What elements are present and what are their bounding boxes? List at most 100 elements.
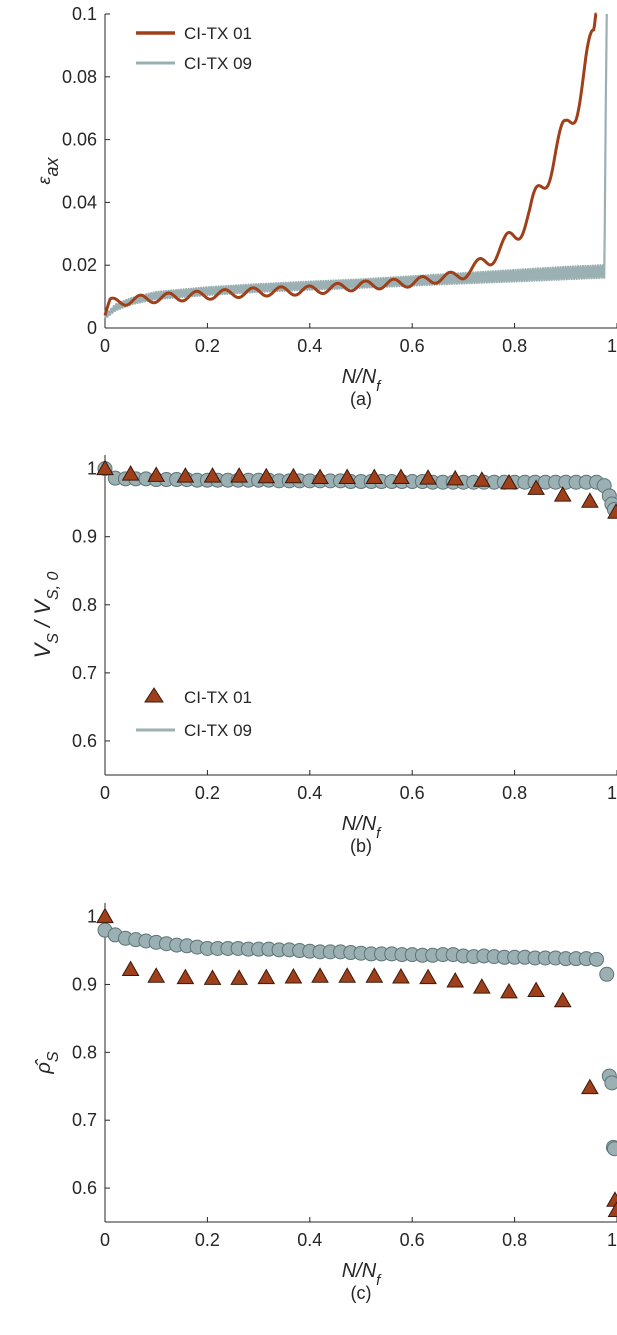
x-tick-label: 0.8 — [502, 783, 527, 803]
data-point-ci-tx-09 — [604, 1075, 617, 1091]
data-point-ci-tx-01 — [392, 468, 410, 484]
y-axis-label: εax — [34, 157, 62, 185]
y-tick-label: 0.7 — [72, 663, 97, 683]
data-point-ci-tx-01 — [257, 467, 276, 484]
series-ci-tx-09-band — [103, 13, 608, 319]
data-point-ci-tx-01 — [176, 968, 195, 985]
y-tick-label: 0.7 — [72, 1110, 97, 1130]
x-tick-label: 0.8 — [502, 1230, 527, 1250]
x-axis-label-sub: f — [376, 825, 382, 842]
panel-caption: (c) — [351, 1283, 372, 1303]
data-point-ci-tx-01 — [553, 486, 572, 502]
y-tick-label: 0.9 — [72, 974, 97, 994]
y-tick-label: 0.9 — [72, 527, 97, 547]
data-point-ci-tx-01 — [392, 967, 410, 984]
y-axis-label-part: V — [30, 641, 55, 658]
data-point-ci-tx-01 — [257, 968, 276, 985]
panel-a: 0 0.2 0.4 0.6 0.8 100.020.040.060.080.1N/Nf(a… — [34, 4, 617, 409]
x-tick-label: 0.4 — [297, 783, 322, 803]
data-point-ci-tx-01 — [527, 479, 545, 495]
legend: CI-TX 01 CI-TX 09 — [136, 687, 252, 740]
data-point-ci-tx-01 — [581, 1078, 599, 1095]
series-ci-tx-01-line — [103, 12, 598, 316]
panel-caption: (a) — [350, 389, 372, 409]
data-point-ci-tx-01 — [284, 467, 303, 484]
x-axis-label-sub: f — [376, 378, 382, 395]
x-tick-label: 1 — [607, 336, 617, 356]
y-tick-label: 0.06 — [62, 130, 97, 150]
y-tick-label: 0.02 — [62, 255, 97, 275]
data-point-ci-tx-01 — [446, 469, 465, 486]
data-point-ci-tx-09 — [599, 966, 615, 982]
data-point-ci-tx-01 — [365, 468, 384, 484]
data-point-ci-tx-01 — [147, 466, 166, 482]
data-point-ci-tx-09 — [589, 951, 605, 967]
panel-c: 0 0.2 0.4 0.6 0.8 10.60.70.80.91N/Nf(c)ρ̂S — [33, 903, 617, 1303]
data-point-ci-tx-01 — [176, 467, 195, 483]
data-point-ci-tx-01 — [527, 981, 545, 998]
data-point-ci-tx-01 — [203, 467, 222, 483]
panel-b: 0 0.2 0.4 0.6 0.8 10.60.70.80.91N/Nf(b)VS / V… — [30, 455, 617, 856]
y-tick-label: 0.04 — [62, 192, 97, 212]
x-axis-label-sub: f — [376, 1272, 382, 1289]
data-point-ci-tx-01 — [338, 967, 357, 983]
legend-label-ci-tx-09: CI-TX 09 — [184, 54, 252, 73]
data-point-ci-tx-01 — [553, 991, 572, 1008]
x-tick-label: 0.6 — [400, 336, 425, 356]
data-point-ci-tx-01 — [230, 467, 249, 483]
y-tick-label: 0.8 — [72, 1042, 97, 1062]
data-point-ci-tx-01 — [472, 471, 491, 487]
y-axis-label-main: ρ̂ — [33, 1058, 55, 1074]
series-ci-tx-09-line — [103, 13, 608, 319]
y-axis-label-sub: ax — [42, 157, 62, 177]
data-point-ci-tx-01 — [121, 960, 140, 977]
panel-caption: (b) — [350, 836, 372, 856]
data-point-ci-tx-01 — [147, 967, 166, 983]
x-tick-label: 0 — [100, 336, 110, 356]
data-point-ci-tx-01 — [419, 968, 437, 985]
x-tick-label: 0 — [100, 1230, 110, 1250]
x-tick-label: 0.6 — [400, 783, 425, 803]
y-tick-label: 0 — [87, 318, 97, 338]
data-point-ci-tx-01 — [446, 972, 465, 988]
data-point-ci-tx-01 — [203, 969, 222, 985]
x-tick-label: 0.6 — [400, 1230, 425, 1250]
x-tick-label: 0.2 — [195, 1230, 220, 1250]
legend-label-ci-tx-01: CI-TX 01 — [184, 688, 252, 707]
y-axis-label: ρ̂S — [33, 1051, 62, 1074]
legend: CI-TX 01 CI-TX 09 — [136, 24, 252, 73]
y-tick-label: 0.8 — [72, 595, 97, 615]
series-ci-tx-09-markers — [97, 922, 617, 1157]
y-tick-label: 1 — [87, 459, 97, 479]
data-point-ci-tx-01 — [607, 503, 617, 519]
legend-swatch-ci-tx-01 — [144, 687, 164, 703]
data-point-ci-tx-09 — [606, 1141, 617, 1157]
y-axis-label-part: / V — [30, 598, 55, 633]
x-tick-label: 0 — [100, 783, 110, 803]
data-point-ci-tx-01 — [311, 967, 329, 983]
y-axis-label-part: S, 0 — [45, 571, 62, 600]
data-point-ci-tx-01 — [472, 978, 491, 994]
y-tick-label: 0.6 — [72, 1178, 97, 1198]
x-tick-label: 0.8 — [502, 336, 527, 356]
y-tick-label: 0.6 — [72, 731, 97, 751]
data-point-ci-tx-01 — [311, 468, 329, 484]
series-ci-tx-01-markers — [96, 907, 617, 1217]
data-point-ci-tx-01 — [230, 969, 249, 985]
y-tick-label: 0.08 — [62, 67, 97, 87]
data-point-ci-tx-01 — [121, 465, 140, 481]
x-tick-label: 0.2 — [195, 783, 220, 803]
legend-label-ci-tx-09: CI-TX 09 — [184, 721, 252, 740]
data-point-ci-tx-01 — [607, 1201, 617, 1217]
y-tick-label: 0.1 — [72, 4, 97, 24]
data-point-ci-tx-01 — [500, 473, 518, 490]
x-tick-label: 1 — [607, 783, 617, 803]
y-axis-label-part: S — [45, 633, 62, 644]
x-tick-label: 1 — [607, 1230, 617, 1250]
y-axis-label-main: ε — [34, 175, 54, 184]
x-tick-label: 0.4 — [297, 1230, 322, 1250]
x-tick-label: 0.2 — [195, 336, 220, 356]
data-point-ci-tx-01 — [96, 459, 114, 476]
y-axis-label: VS / VS, 0 — [30, 571, 62, 658]
